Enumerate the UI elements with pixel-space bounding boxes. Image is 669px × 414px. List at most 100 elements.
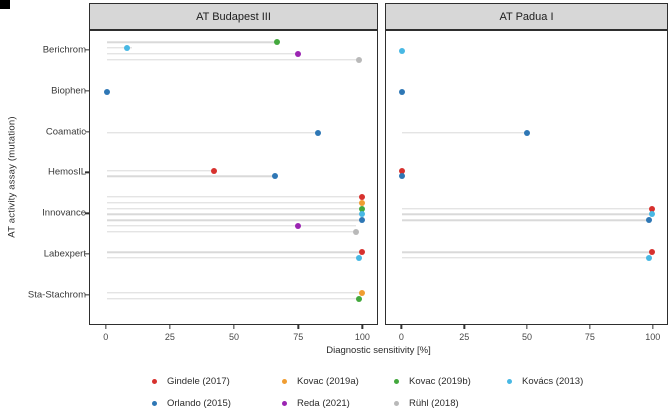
- legend-label: Gindele (2017): [167, 375, 230, 387]
- data-point: [124, 45, 131, 52]
- range-line: [106, 196, 362, 198]
- facet-header-budapest: AT Budapest III: [89, 3, 378, 30]
- legend-item: Reda (2021): [282, 395, 394, 411]
- data-point: [399, 173, 406, 180]
- y-tick-mark: [85, 90, 89, 92]
- range-line: [106, 58, 359, 61]
- data-point: [358, 205, 365, 212]
- data-point: [648, 249, 655, 256]
- x-tick-label: 100: [354, 332, 370, 342]
- legend-swatch: [282, 378, 287, 384]
- category-label: HemosIL: [47, 166, 86, 178]
- legend-swatch: [152, 378, 157, 384]
- legend-item: Kovac (2019a): [282, 373, 394, 389]
- range-line: [106, 225, 357, 227]
- data-point: [294, 50, 301, 57]
- legend-item: Kovács (2013): [507, 373, 627, 389]
- x-tick-mark: [361, 325, 364, 329]
- category-label: Sta-Stachrom: [27, 289, 86, 301]
- data-point: [358, 199, 365, 206]
- legend-spacer: [507, 395, 627, 411]
- data-point: [355, 56, 362, 63]
- facet-header-padua: AT Padua I: [385, 3, 668, 30]
- legend-swatch: [152, 400, 157, 406]
- y-axis-title: AT activity assay (mutation): [6, 116, 18, 238]
- corner-mark: [0, 0, 10, 9]
- y-tick-mark: [85, 212, 89, 214]
- data-point: [646, 255, 653, 262]
- x-tick-mark: [589, 325, 591, 329]
- legend-label: Kovac (2019b): [409, 375, 471, 387]
- y-tick-mark: [85, 253, 89, 255]
- data-point: [524, 129, 531, 136]
- x-tick-mark: [463, 325, 465, 329]
- category-label: Berichrom: [42, 44, 86, 56]
- data-point: [358, 290, 365, 297]
- data-point: [103, 88, 110, 95]
- legend-label: Kovac (2019a): [297, 375, 359, 387]
- range-line: [106, 207, 362, 210]
- x-tick-label: 75: [584, 332, 595, 342]
- x-tick-mark: [526, 325, 528, 329]
- category-label: Labexpert: [43, 248, 86, 260]
- range-line: [106, 219, 362, 221]
- data-point: [358, 193, 365, 200]
- x-tick-label: 0: [103, 332, 109, 342]
- x-tick-label: 25: [164, 332, 175, 342]
- x-tick-label: 100: [645, 332, 661, 342]
- range-line: [106, 298, 359, 300]
- legend-label: Orlando (2015): [167, 397, 231, 409]
- legend-label: Kovács (2013): [522, 375, 584, 387]
- range-line: [106, 169, 214, 172]
- data-point: [315, 129, 322, 136]
- plot-area-padua: [385, 30, 668, 325]
- data-point: [648, 211, 655, 218]
- data-point: [399, 167, 406, 174]
- facet-title: AT Padua I: [499, 10, 554, 23]
- y-tick-mark: [85, 131, 89, 133]
- x-tick-mark: [652, 325, 654, 329]
- data-point: [399, 48, 406, 54]
- y-tick-mark: [85, 294, 89, 296]
- x-axis-title: Diagnostic sensitivity [%]: [326, 345, 431, 356]
- legend-label: Reda (2021): [297, 397, 350, 409]
- legend-swatch: [282, 400, 287, 406]
- category-label: Coamatic: [45, 126, 86, 138]
- legend-item: Rühl (2018): [394, 395, 507, 411]
- legend-swatch: [394, 400, 399, 406]
- x-tick-mark: [400, 325, 403, 329]
- range-line: [402, 213, 652, 216]
- data-point: [648, 205, 655, 212]
- legend-swatch: [507, 378, 512, 384]
- legend-swatch: [394, 378, 399, 384]
- data-point: [353, 228, 360, 235]
- data-point: [271, 173, 278, 180]
- data-point: [358, 211, 365, 218]
- range-line: [402, 131, 528, 134]
- data-point: [274, 39, 281, 46]
- x-tick-label: 25: [459, 332, 470, 342]
- data-point: [358, 249, 365, 256]
- legend-item: Orlando (2015): [152, 395, 282, 411]
- x-tick-mark: [297, 325, 299, 329]
- range-line: [106, 292, 362, 294]
- data-point: [210, 167, 217, 174]
- data-point: [355, 295, 362, 302]
- facet-title: AT Budapest III: [196, 10, 271, 23]
- y-tick-mark: [85, 49, 89, 51]
- range-line: [106, 175, 275, 178]
- legend-item: Kovac (2019b): [394, 373, 507, 389]
- range-line: [106, 47, 133, 49]
- x-tick-label: 50: [229, 332, 240, 342]
- y-tick-mark: [85, 171, 89, 174]
- x-tick-mark: [105, 325, 107, 329]
- data-point: [294, 222, 301, 229]
- x-tick-label: 75: [293, 332, 304, 342]
- range-line: [106, 41, 278, 43]
- x-tick-mark: [169, 325, 171, 329]
- legend-label: Rühl (2018): [409, 397, 459, 409]
- range-line: [106, 251, 362, 253]
- range-line: [106, 213, 362, 216]
- range-line: [106, 131, 319, 134]
- range-line: [106, 202, 362, 204]
